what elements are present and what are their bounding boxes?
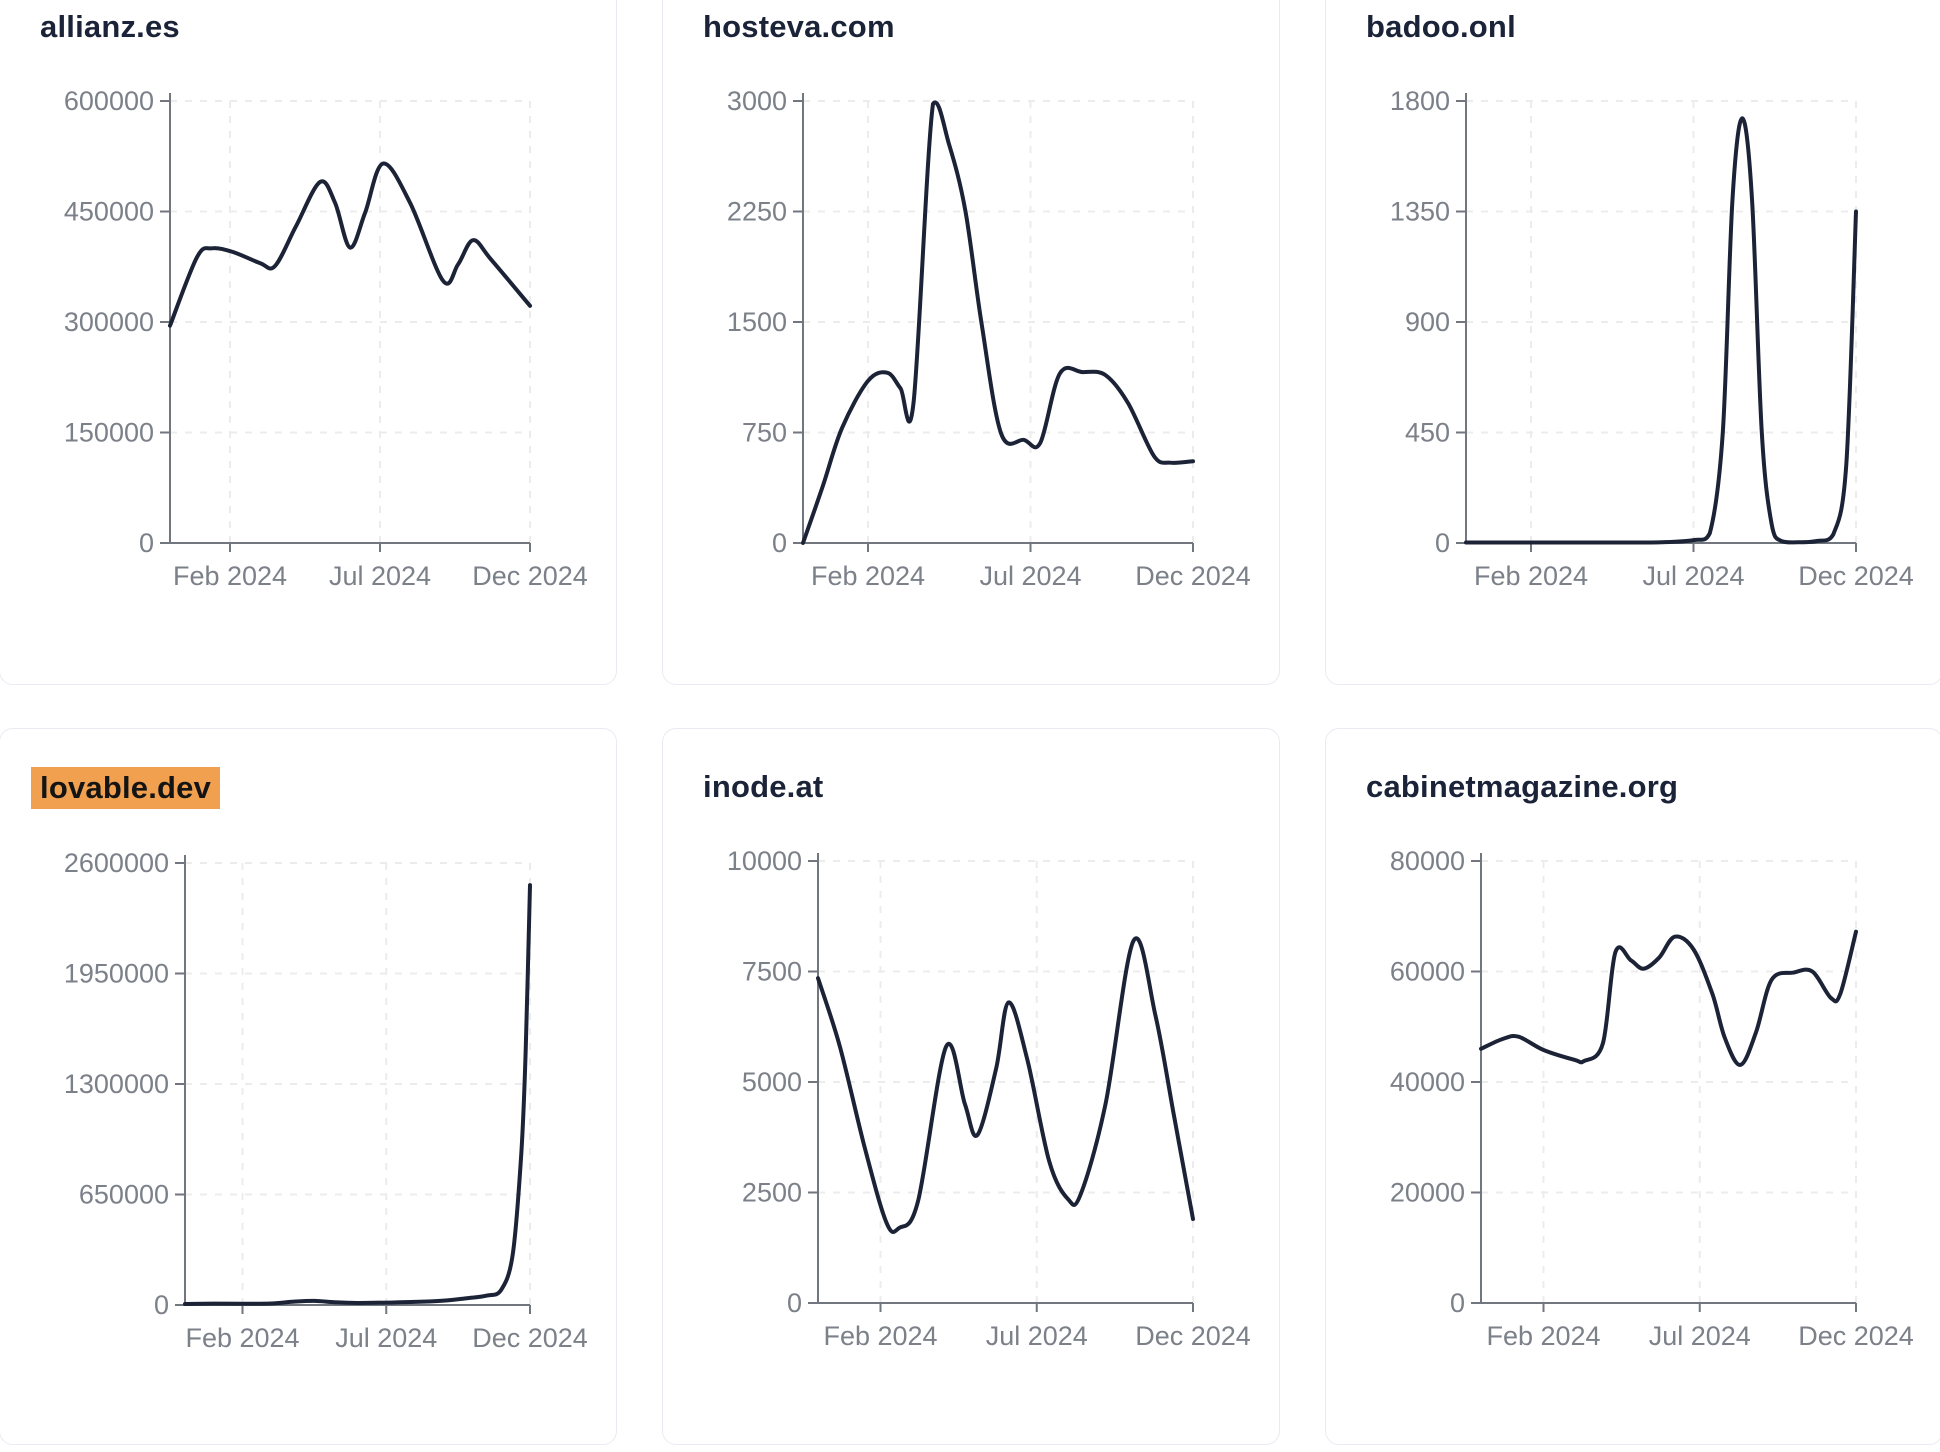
series-line — [801, 100, 1195, 545]
x-tick-label: Feb 2024 — [173, 561, 287, 591]
line-chart: 0 150000 300000 450000 600000 Feb 2024 Jul 202… — [40, 73, 588, 633]
y-tick-label: 5000 — [742, 1067, 802, 1097]
x-tick-label: Dec 2024 — [1135, 1321, 1251, 1351]
domain-title: badoo.onl — [1366, 9, 1516, 44]
line-chart: 0 650000 1300000 1950000 2600000 Feb 2024 Jul … — [40, 835, 588, 1395]
y-tick-label: 0 — [139, 528, 154, 558]
series-line — [1464, 116, 1858, 545]
y-tick-label: 450 — [1405, 418, 1450, 448]
y-tick-label: 40000 — [1390, 1067, 1465, 1097]
y-tick-label: 2250 — [727, 197, 787, 227]
y-tick-label: 1500 — [727, 307, 787, 337]
chart-svg: 0 20000 40000 60000 80000 Feb 2024 Jul 2024 Dec… — [1390, 846, 1914, 1351]
x-tick-label: Jul 2024 — [979, 561, 1081, 591]
y-tick-label: 300000 — [64, 307, 154, 337]
x-tick-label: Feb 2024 — [1486, 1321, 1600, 1351]
y-tick-label: 10000 — [727, 846, 802, 876]
x-tick-label: Dec 2024 — [1135, 561, 1251, 591]
y-tick-label: 650000 — [79, 1180, 169, 1210]
y-tick-label: 450000 — [64, 197, 154, 227]
x-tick-label: Jul 2024 — [335, 1323, 437, 1353]
line-chart: 0 2500 5000 7500 10000 Feb 2024 Jul 2024 Dec 20… — [703, 833, 1251, 1393]
x-tick-label: Jul 2024 — [986, 1321, 1088, 1351]
x-tick-label: Feb 2024 — [811, 561, 925, 591]
y-tick-label: 1300000 — [64, 1069, 169, 1099]
y-tick-label: 2500 — [742, 1178, 802, 1208]
domain-chart-card-hosteva-com: hosteva.com 0 750 1500 2250 3000 Feb 2024 Jul … — [662, 0, 1280, 685]
x-tick-label: Dec 2024 — [1798, 561, 1914, 591]
chart-svg: 0 750 1500 2250 3000 Feb 2024 Jul 2024 Dec 2024 — [727, 86, 1251, 591]
y-tick-label: 150000 — [64, 418, 154, 448]
x-tick-label: Feb 2024 — [823, 1321, 937, 1351]
chart-svg: 0 150000 300000 450000 600000 Feb 2024 Jul 202… — [64, 86, 588, 591]
series-line — [1479, 929, 1858, 1067]
domain-title: allianz.es — [40, 9, 180, 44]
series-line — [816, 936, 1195, 1234]
y-tick-label: 7500 — [742, 957, 802, 987]
y-tick-label: 750 — [742, 418, 787, 448]
y-tick-label: 0 — [772, 528, 787, 558]
domain-title: inode.at — [703, 769, 824, 804]
chart-svg: 0 650000 1300000 1950000 2600000 Feb 2024 Jul … — [64, 848, 588, 1353]
domain-title: hosteva.com — [703, 9, 895, 44]
x-tick-label: Dec 2024 — [472, 1323, 588, 1353]
y-tick-label: 900 — [1405, 307, 1450, 337]
domain-title: cabinetmagazine.org — [1366, 769, 1679, 804]
x-tick-label: Dec 2024 — [472, 561, 588, 591]
series-line — [168, 161, 532, 328]
y-tick-label: 1950000 — [64, 959, 169, 989]
series-line — [183, 883, 532, 1306]
x-tick-label: Jul 2024 — [1649, 1321, 1751, 1351]
y-tick-label: 0 — [154, 1290, 169, 1320]
x-tick-label: Dec 2024 — [1798, 1321, 1914, 1351]
x-tick-label: Jul 2024 — [329, 561, 431, 591]
y-tick-label: 0 — [1435, 528, 1450, 558]
domain-title-highlighted: lovable.dev — [31, 767, 221, 809]
y-tick-label: 600000 — [64, 86, 154, 116]
line-chart: 0 450 900 1350 1800 Feb 2024 Jul 2024 Dec 2024 — [1366, 73, 1914, 633]
line-chart: 0 750 1500 2250 3000 Feb 2024 Jul 2024 Dec 2024 — [703, 73, 1251, 633]
y-tick-label: 60000 — [1390, 957, 1465, 987]
x-tick-label: Jul 2024 — [1642, 561, 1744, 591]
line-chart: 0 20000 40000 60000 80000 Feb 2024 Jul 2024 Dec… — [1366, 833, 1914, 1393]
chart-svg: 0 2500 5000 7500 10000 Feb 2024 Jul 2024 Dec 20… — [727, 846, 1251, 1351]
y-tick-label: 2600000 — [64, 848, 169, 878]
y-tick-label: 3000 — [727, 86, 787, 116]
chart-svg: 0 450 900 1350 1800 Feb 2024 Jul 2024 Dec 2024 — [1390, 86, 1914, 591]
domain-chart-card-cabinetmagazine-org: cabinetmagazine.org 0 20000 40000 60000 8000… — [1325, 728, 1940, 1445]
domain-chart-card-badoo-onl: badoo.onl 0 450 900 1350 1800 Feb 2024 Jul 202… — [1325, 0, 1940, 685]
y-tick-label: 1800 — [1390, 86, 1450, 116]
y-tick-label: 1350 — [1390, 197, 1450, 227]
y-tick-label: 20000 — [1390, 1178, 1465, 1208]
domain-chart-card-lovable-dev: lovable.dev 0 650000 1300000 1950000 2600000… — [0, 728, 617, 1445]
x-tick-label: Feb 2024 — [185, 1323, 299, 1353]
x-tick-label: Feb 2024 — [1474, 561, 1588, 591]
y-tick-label: 0 — [787, 1288, 802, 1318]
y-tick-label: 80000 — [1390, 846, 1465, 876]
y-tick-label: 0 — [1450, 1288, 1465, 1318]
domain-chart-card-inode-at: inode.at 0 2500 5000 7500 10000 Feb 2024 Jul 2… — [662, 728, 1280, 1445]
domain-chart-card-allianz-es: allianz.es 0 150000 300000 450000 600000 Feb … — [0, 0, 617, 685]
